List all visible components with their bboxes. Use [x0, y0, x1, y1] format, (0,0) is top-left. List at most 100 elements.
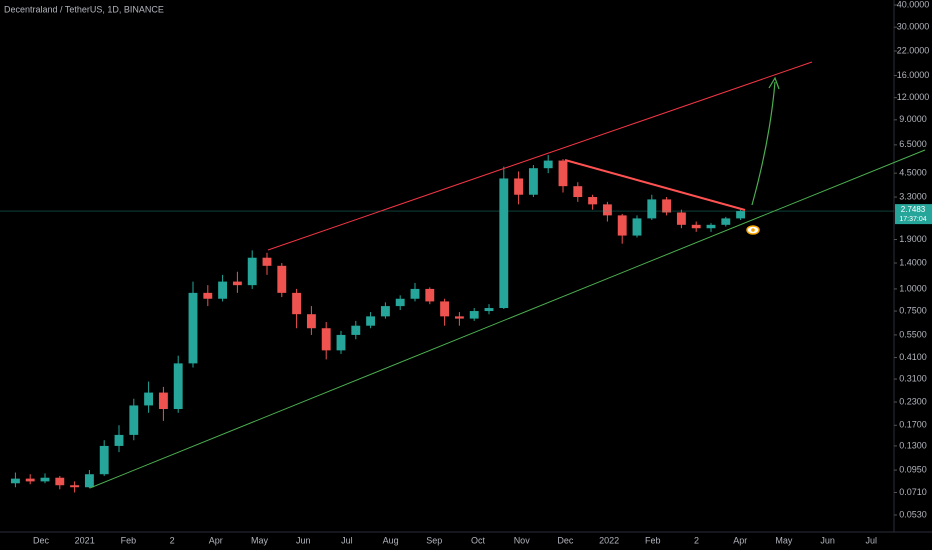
- y-tick-label: 0.1300: [899, 440, 927, 450]
- candle-body: [588, 197, 598, 205]
- candle-body: [647, 199, 657, 219]
- candle-body: [499, 178, 509, 309]
- arrow-head: [768, 76, 780, 90]
- candle-body: [188, 292, 198, 364]
- x-tick-label: Dec: [33, 535, 50, 545]
- y-tick-label: 0.0950: [899, 464, 927, 474]
- candle-body: [144, 392, 154, 406]
- candle-body: [262, 257, 272, 266]
- candle-body: [84, 474, 94, 488]
- y-tick-label: 0.2300: [899, 396, 927, 406]
- x-tick-label: 2: [694, 535, 699, 545]
- x-tick-label: Aug: [383, 535, 399, 545]
- y-tick-label: 12.0000: [897, 92, 930, 102]
- candle-body: [203, 292, 213, 299]
- candle-body: [321, 328, 331, 351]
- candle-body: [425, 288, 435, 302]
- y-tick-label: 40.0000: [897, 0, 930, 9]
- x-tick-label: Apr: [209, 535, 223, 545]
- resistance-line: [564, 159, 746, 211]
- x-tick-label: Jul: [341, 535, 353, 545]
- candle-body: [721, 218, 731, 225]
- upper-trendline: [267, 61, 813, 251]
- x-tick-label: Jun: [296, 535, 311, 545]
- candle-body: [706, 224, 716, 229]
- candle-body: [25, 478, 35, 482]
- y-tick-label: 0.3100: [899, 373, 927, 383]
- x-tick-label: Dec: [557, 535, 574, 545]
- candle-body: [218, 281, 228, 299]
- candle-body: [292, 292, 302, 315]
- candle-body: [380, 306, 390, 317]
- x-tick-label: May: [251, 535, 269, 545]
- candle-body: [662, 199, 672, 213]
- y-tick-label: 0.5500: [899, 329, 927, 339]
- y-tick-label: 1.0000: [899, 283, 927, 293]
- y-tick-label: 9.0000: [899, 114, 927, 124]
- candle-body: [573, 186, 583, 198]
- x-tick-label: Jul: [866, 535, 878, 545]
- y-tick-label: 0.0530: [899, 509, 927, 519]
- projection-arrow: [751, 81, 776, 206]
- candle-body: [736, 211, 746, 219]
- x-tick-label: 2022: [599, 535, 619, 545]
- x-tick-label: Apr: [733, 535, 747, 545]
- candle-body: [366, 316, 376, 326]
- countdown-label: 17:37:04: [899, 216, 926, 223]
- candle-body: [469, 311, 479, 319]
- candle-body: [10, 478, 20, 484]
- candle-body: [410, 288, 420, 299]
- candle-body: [247, 257, 257, 286]
- candle-body: [676, 212, 686, 225]
- candle-body: [99, 445, 109, 475]
- candle-body: [306, 314, 316, 329]
- candle-body: [40, 477, 50, 482]
- candle-body: [484, 308, 494, 312]
- x-tick-label: Feb: [121, 535, 137, 545]
- candle-body: [129, 405, 139, 435]
- y-tick-label: 1.4000: [899, 257, 927, 267]
- candle-body: [55, 477, 65, 486]
- last-price-badge: [895, 204, 932, 225]
- last-price-label: 2.7483: [901, 205, 926, 214]
- y-tick-label: 4.5000: [899, 168, 927, 178]
- candle-body: [558, 160, 568, 187]
- lower-trendline: [89, 149, 926, 489]
- candle-body: [617, 215, 627, 236]
- candle-body: [351, 325, 361, 335]
- x-tick-label: Nov: [514, 535, 531, 545]
- candle-body: [543, 160, 553, 169]
- candle-body: [232, 281, 242, 286]
- y-tick-label: 0.1700: [899, 420, 927, 430]
- candle-body: [440, 301, 450, 317]
- x-tick-label: Oct: [471, 535, 486, 545]
- x-tick-label: 2: [170, 535, 175, 545]
- y-tick-label: 0.4100: [899, 352, 927, 362]
- x-tick-label: May: [775, 535, 793, 545]
- candle-body: [632, 218, 642, 236]
- candle-body: [277, 265, 287, 293]
- price-axis: [894, 0, 932, 550]
- candle-body: [70, 485, 80, 488]
- candle-body: [691, 224, 701, 229]
- y-tick-label: 22.0000: [897, 45, 930, 55]
- symbol-title: Decentraland / TetherUS, 1D, BINANCE: [4, 4, 164, 14]
- candle-body: [158, 392, 168, 410]
- candle-body: [114, 434, 124, 446]
- x-tick-label: Sep: [426, 535, 442, 545]
- y-tick-label: 16.0000: [897, 70, 930, 80]
- y-tick-label: 3.3000: [899, 191, 927, 201]
- candle-body: [602, 204, 612, 216]
- candle-body: [336, 334, 346, 351]
- x-tick-label: 2021: [75, 535, 95, 545]
- candle-body: [528, 168, 538, 195]
- x-tick-label: Jun: [820, 535, 835, 545]
- y-tick-label: 30.0000: [897, 22, 930, 32]
- candle-body: [173, 363, 183, 410]
- eye-pupil: [751, 228, 755, 232]
- y-tick-label: 6.5000: [899, 139, 927, 149]
- candle-body: [454, 316, 464, 319]
- y-tick-label: 1.9000: [899, 234, 927, 244]
- y-tick-label: 0.7500: [899, 305, 927, 315]
